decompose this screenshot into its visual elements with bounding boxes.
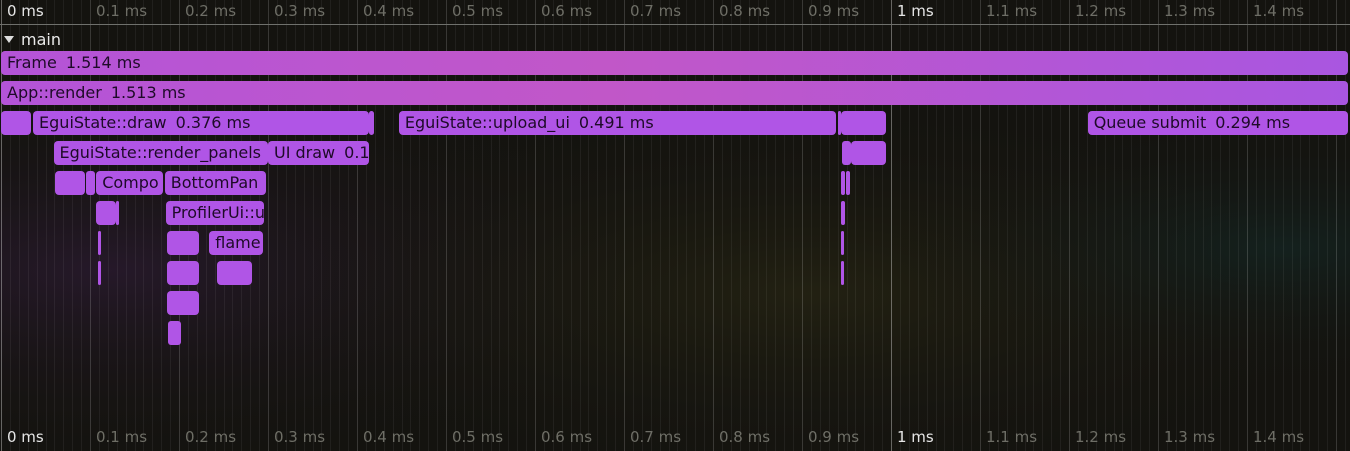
scope-label: Frame 1.514 ms [7,51,141,75]
time-axis-bottom-tick-label: 1.3 ms [1164,428,1216,446]
time-axis-bottom-tick-label: 0.7 ms [630,428,682,446]
scope-name: EguiState::upload_ui [404,113,570,132]
track-header-main[interactable]: main [4,30,61,49]
time-axis-bottom-tick-label: 0.8 ms [719,428,771,446]
scope-flame[interactable]: flame [209,231,263,255]
time-axis-top-tick-label: 0 ms [7,2,44,20]
scope-duration: 0.1 [344,143,369,162]
scope-label: BottomPan [171,171,259,195]
time-axis-top-tick-label: 0.1 ms [96,2,148,20]
time-axis-top-tick-label: 1.2 ms [1075,2,1127,20]
scope-scope[interactable] [166,231,199,255]
time-axis-bottom-tick-label: 1 ms [897,428,934,446]
scope-label: App::render 1.513 ms [7,81,186,105]
time-axis-top-tick-label: 0.2 ms [185,2,237,20]
time-axis-top-tick-label: 0.7 ms [630,2,682,20]
triangle-down-icon [4,36,21,43]
time-axis-top-tick-label: 1.3 ms [1164,2,1216,20]
scope-queue-submit[interactable]: Queue submit 0.294 ms [1087,111,1349,135]
time-axis-top-tick-label: 0.8 ms [719,2,771,20]
scope-scope[interactable] [85,171,96,195]
scope-frame[interactable]: Frame 1.514 ms [1,51,1349,75]
scope-scope[interactable] [841,231,845,255]
scope-label: Queue submit 0.294 ms [1094,111,1290,135]
scope-label: Compo [102,171,159,195]
time-axis-top-tick-label: 1.4 ms [1253,2,1305,20]
time-axis-bottom-tick-label: 0.4 ms [363,428,415,446]
scope-profilerui-u[interactable]: ProfilerUi::u [165,201,265,225]
scope-scope[interactable] [842,141,851,165]
scope-scope[interactable] [55,171,85,195]
time-axis-top-tick-label: 1.1 ms [986,2,1038,20]
scope-duration: 1.514 ms [65,53,141,72]
scope-scope[interactable] [841,261,845,285]
track-name: main [21,30,61,49]
scope-label: UI draw 0.1 [274,141,369,165]
scope-scope[interactable] [96,201,116,225]
scope-label: flame [215,231,260,255]
scope-eguistate-upload-ui[interactable]: EguiState::upload_ui 0.491 ms [398,111,836,135]
scope-scope[interactable] [369,111,374,135]
scope-label: EguiState::draw 0.376 ms [39,111,250,135]
time-axis-top-tick-label: 0.6 ms [541,2,593,20]
time-axis-bottom-tick-label: 1.1 ms [986,428,1038,446]
scope-eguistate-render-panels[interactable]: EguiState::render_panels [53,141,268,165]
scope-name: UI draw [274,143,336,162]
scope-scope[interactable] [841,201,845,225]
time-axis-bottom-tick-label: 0 ms [7,428,44,446]
scope-name: flame [215,233,261,252]
scope-scope[interactable] [845,171,851,195]
scope-duration: 1.513 ms [110,83,186,102]
scope-scope[interactable] [837,111,841,135]
scope-app-render[interactable]: App::render 1.513 ms [1,81,1349,105]
scope-scope[interactable] [850,141,886,165]
time-axis-bottom-tick-label: 0.1 ms [96,428,148,446]
scope-scope[interactable] [841,111,886,135]
time-axis-top-tick-label: 0.3 ms [274,2,326,20]
time-axis-top-tick-label: 0.9 ms [808,2,860,20]
time-axis-top-tick-label: 0.4 ms [363,2,415,20]
time-axis-top-tick-label: 1 ms [897,2,934,20]
scope-name: ProfilerUi::u [171,203,265,222]
scope-name: App::render [7,83,102,102]
time-axis-bottom-tick-label: 1.4 ms [1253,428,1305,446]
scope-compo[interactable]: Compo [96,171,163,195]
scope-bottompan[interactable]: BottomPan [164,171,267,195]
time-axis-bottom-tick-label: 0.3 ms [274,428,326,446]
scope-scope[interactable] [166,261,199,285]
time-axis-bottom-tick-label: 0.9 ms [808,428,860,446]
scope-scope[interactable] [167,291,199,315]
axis-separator [0,24,1350,25]
time-axis-top-tick-label: 0.5 ms [452,2,504,20]
scope-label: EguiState::render_panels [60,141,262,165]
scope-duration: 0.376 ms [175,113,251,132]
time-axis-bottom-tick-label: 0.5 ms [452,428,504,446]
scope-name: EguiState::render_panels [59,143,262,162]
scope-label: ProfilerUi::u [172,201,265,225]
scope-name: BottomPan [170,173,259,192]
scope-eguistate-draw[interactable]: EguiState::draw 0.376 ms [33,111,369,135]
time-axis-bottom-tick-label: 1.2 ms [1075,428,1127,446]
scope-scope[interactable] [98,231,101,255]
time-axis-bottom-tick-label: 0.6 ms [541,428,593,446]
scope-duration: 0.491 ms [578,113,654,132]
scope-scope[interactable] [115,201,119,225]
scope-name: EguiState::draw [39,113,167,132]
scope-name: Frame [7,53,57,72]
scope-label: EguiState::upload_ui 0.491 ms [405,111,654,135]
scope-scope[interactable] [98,261,101,285]
scope-scope[interactable] [841,171,845,195]
scope-name: Compo [102,173,159,192]
scope-scope[interactable] [168,321,181,345]
scope-ui-draw[interactable]: UI draw 0.1 [268,141,369,165]
scope-scope[interactable] [1,111,32,135]
scope-name: Queue submit [1093,113,1207,132]
scope-duration: 0.294 ms [1215,113,1291,132]
scope-scope[interactable] [217,261,252,285]
time-axis-bottom-tick-label: 0.2 ms [185,428,237,446]
